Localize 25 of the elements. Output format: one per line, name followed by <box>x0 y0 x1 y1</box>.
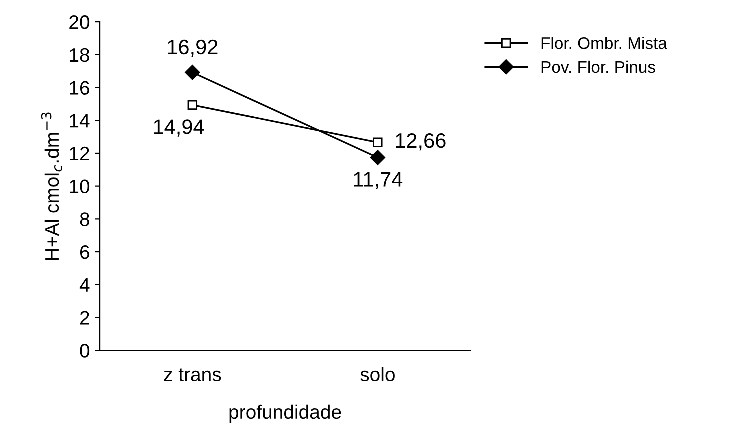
point <box>185 65 200 80</box>
y-tick-label: 4 <box>80 278 90 292</box>
point <box>370 150 386 166</box>
x-tick-label: z trans <box>164 368 222 382</box>
y-axis-title: H+Al cmol$_{c}$.dm$^{−3}$ <box>41 112 62 260</box>
point <box>373 138 383 148</box>
y-tick-label: 10 <box>70 180 90 194</box>
text: 12,66 <box>396 133 446 151</box>
point <box>188 100 198 110</box>
x-tick-label: solo <box>360 367 395 382</box>
legend-label: Flor. Ombr. Mista <box>542 37 668 50</box>
y-tick-label: 18 <box>70 48 90 62</box>
legend-label: Pov. Flor. Pinus <box>542 60 656 74</box>
y-tick-label: 0 <box>80 344 90 358</box>
text: 14,94 <box>154 120 204 137</box>
y-tick-label: 6 <box>80 246 90 260</box>
x-axis-title: profundidade <box>230 404 342 423</box>
text: 11,74 <box>354 172 403 190</box>
y-tick-label: 12 <box>70 146 90 161</box>
y-tick-label: 16 <box>70 81 90 95</box>
y-tick-label: 8 <box>80 212 90 226</box>
text: 16,92 <box>168 40 218 58</box>
y-tick-label: 20 <box>70 16 90 30</box>
y-tick-label: 14 <box>70 114 90 128</box>
y-tick-label: 2 <box>80 311 90 325</box>
